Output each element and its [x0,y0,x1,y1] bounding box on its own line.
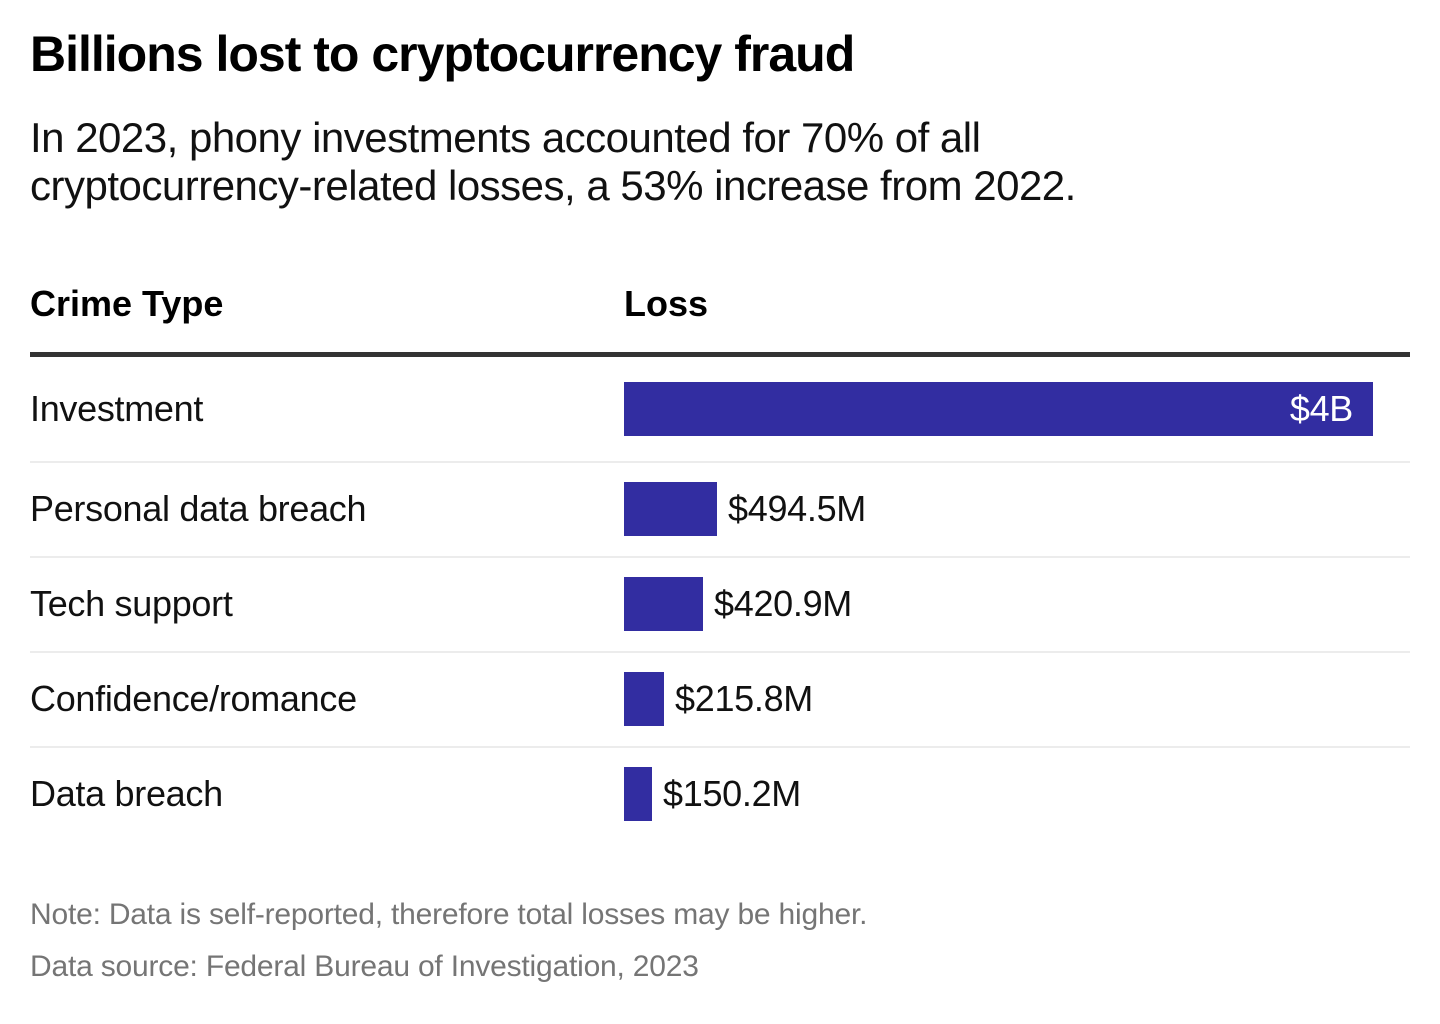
table-row: Investment $4B [30,357,1410,461]
table-row: Confidence/romance $215.8M [30,650,1410,746]
loss-bar-cell: $420.9M [624,558,1410,651]
footer-note: Note: Data is self-reported, therefore t… [30,897,868,931]
loss-value-label: $494.5M [728,488,866,529]
loss-value-label: $150.2M [663,773,801,814]
table-row: Tech support $420.9M [30,555,1410,651]
loss-bar [624,767,652,821]
table-header-row: Crime Type Loss [30,282,1410,357]
crime-type-label: Data breach [30,773,223,814]
chart-subtitle: In 2023, phony investments accounted for… [30,114,1410,210]
crime-type-label: Confidence/romance [30,678,357,719]
chart-footer: Note: Data is self-reported, therefore t… [30,895,1410,987]
loss-bar-cell: $494.5M [624,463,1410,556]
loss-bar [624,672,664,726]
loss-value-label: $420.9M [714,583,852,624]
loss-bar-cell: $150.2M [624,748,1410,841]
column-header-crime-type: Crime Type [30,282,224,324]
chart-subtitle-line-2: cryptocurrency-related losses, a 53% inc… [30,161,1076,209]
chart-subtitle-line-1: In 2023, phony investments accounted for… [30,113,981,161]
loss-value-label: $215.8M [675,678,813,719]
crime-type-label: Investment [30,387,204,429]
crime-type-label: Personal data breach [30,488,367,529]
footer-source: Data source: Federal Bureau of Investiga… [30,949,699,983]
loss-bar [624,577,703,631]
loss-value-label: $4B [1289,387,1353,429]
column-header-loss: Loss [624,282,709,324]
crime-type-label: Tech support [30,583,233,624]
loss-bar [624,482,717,536]
loss-bar: $4B [624,381,1373,436]
loss-bar-cell: $215.8M [624,653,1410,746]
chart-title: Billions lost to cryptocurrency fraud [30,26,855,82]
table-body: Investment $4B Personal data breach $494… [30,357,1410,841]
table-row: Data breach $150.2M [30,745,1410,841]
loss-bar-cell: $4B [624,357,1410,461]
table-row: Personal data breach $494.5M [30,460,1410,556]
